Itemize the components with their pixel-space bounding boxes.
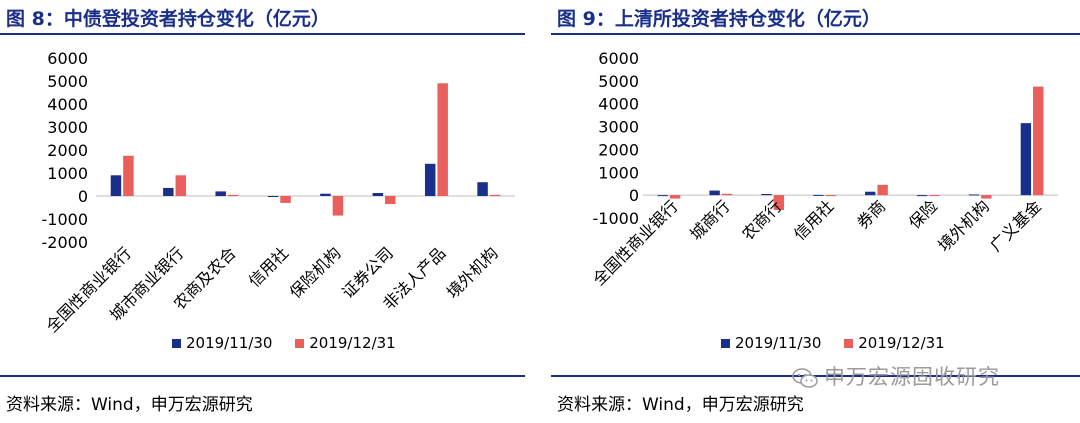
x-category-label: 保险机构: [286, 243, 345, 302]
legend-swatch: [844, 339, 854, 348]
bar-series1: [968, 194, 980, 196]
footer-rule: [551, 375, 1080, 377]
chart-title: 图 9：上清所投资者持仓变化（亿元）: [557, 8, 881, 30]
bar-series1: [215, 191, 226, 196]
bar-series1: [916, 195, 928, 197]
bar-series1: [865, 191, 876, 196]
legend-label: 2019/11/30: [186, 334, 273, 352]
bar-series1: [1020, 123, 1032, 196]
legend-label: 2019/12/31: [858, 334, 945, 352]
bar-series2: [877, 184, 888, 196]
bar-series2: [123, 155, 134, 196]
watermark-text: 申万宏源固收研究: [824, 365, 1000, 389]
legend-item-series1: 2019/11/30: [721, 334, 821, 352]
x-category-label: 农商行: [738, 197, 785, 244]
left-chart-panel: 图 8：中债登投资者持仓变化（亿元） 6000 5000 4000 3000 2000 1…: [0, 0, 525, 423]
bar-series1: [657, 195, 668, 197]
x-category-label: 广义基金: [986, 197, 1045, 256]
legend-swatch: [172, 339, 181, 348]
x-category-label: 券商: [853, 197, 889, 233]
footer-rule: [0, 375, 525, 377]
bar-series1: [320, 193, 331, 196]
legend-swatch: [295, 339, 305, 348]
bar-series1: [372, 193, 384, 196]
y-tick-label: 0: [629, 186, 639, 205]
y-tick-label: 6000: [47, 49, 88, 68]
bar-series2: [981, 195, 992, 199]
y-tick-label: 4000: [47, 95, 88, 114]
chart-title: 图 8：中债登投资者持仓变化（亿元）: [6, 8, 330, 30]
bar-series2: [1033, 86, 1044, 196]
bar-series2: [721, 193, 733, 196]
y-tick-label: 6000: [598, 49, 639, 68]
bar-series2: [437, 83, 448, 196]
chart-legend: 2019/11/30 2019/12/31: [172, 334, 414, 352]
bar-series2: [489, 194, 501, 196]
right-chart-panel: 图 9：上清所投资者持仓变化（亿元） 6000 5000 4000 3000 2000 1…: [551, 0, 1080, 423]
bar-series2: [669, 195, 681, 199]
bar-series2: [825, 195, 836, 197]
wechat-icon: [792, 368, 818, 388]
bar-series2: [227, 194, 239, 196]
y-tick-label: 5000: [47, 72, 88, 91]
bar-series1: [477, 182, 488, 196]
y-tick-label: -1000: [593, 209, 640, 228]
title-rule: [0, 33, 525, 35]
legend-label: 2019/11/30: [735, 334, 822, 352]
y-tick-label: 1000: [47, 164, 88, 183]
bar-series2: [385, 196, 396, 205]
y-tick-label: 2000: [598, 140, 639, 159]
bar-series1: [163, 187, 174, 196]
bar-series2: [773, 195, 785, 210]
bar-series1: [424, 163, 436, 196]
x-category-label: 境外机构: [443, 243, 502, 302]
y-tick-label: 0: [78, 187, 88, 206]
y-tick-label: -2000: [42, 233, 89, 252]
legend-item-series2: 2019/12/31: [295, 334, 396, 352]
bar-series1: [709, 190, 720, 196]
x-category-label: 城商行: [686, 197, 733, 244]
y-tick-label: 2000: [47, 141, 88, 160]
bar-series2: [929, 195, 940, 197]
x-category-label: 信用社: [245, 243, 292, 290]
y-tick-label: 4000: [598, 95, 639, 114]
bar-series2: [175, 175, 187, 196]
legend-item-series1: 2019/11/30: [172, 334, 272, 352]
x-category-label: 保险: [905, 197, 941, 233]
bar-series1: [110, 175, 122, 196]
y-tick-label: 3000: [598, 118, 639, 137]
bar-series1: [813, 194, 824, 196]
bar-series1: [761, 194, 772, 196]
source-note: 资料来源：Wind，申万宏源研究: [557, 395, 804, 415]
y-tick-label: 3000: [47, 118, 88, 137]
x-category-label: 境外机构: [934, 197, 993, 256]
bar-series2: [280, 196, 291, 203]
source-note: 资料来源：Wind，申万宏源研究: [6, 395, 253, 415]
y-tick-label: -1000: [42, 210, 89, 229]
chart-legend: 2019/11/30 2019/12/31: [721, 334, 963, 352]
legend-label: 2019/12/31: [309, 334, 396, 352]
y-tick-label: 1000: [598, 163, 639, 182]
bar-series1: [267, 196, 279, 197]
title-rule: [551, 33, 1080, 35]
legend-item-series2: 2019/12/31: [844, 334, 945, 352]
bar-series2: [332, 196, 344, 216]
legend-swatch: [721, 339, 730, 348]
y-tick-label: 5000: [598, 72, 639, 91]
bar-chart-zhongzhaideng: 6000500040003000200010000-1000-2000全国性商业…: [42, 49, 515, 336]
x-category-label: 信用社: [790, 197, 837, 244]
watermark: 申万宏源固收研究: [792, 361, 1000, 391]
